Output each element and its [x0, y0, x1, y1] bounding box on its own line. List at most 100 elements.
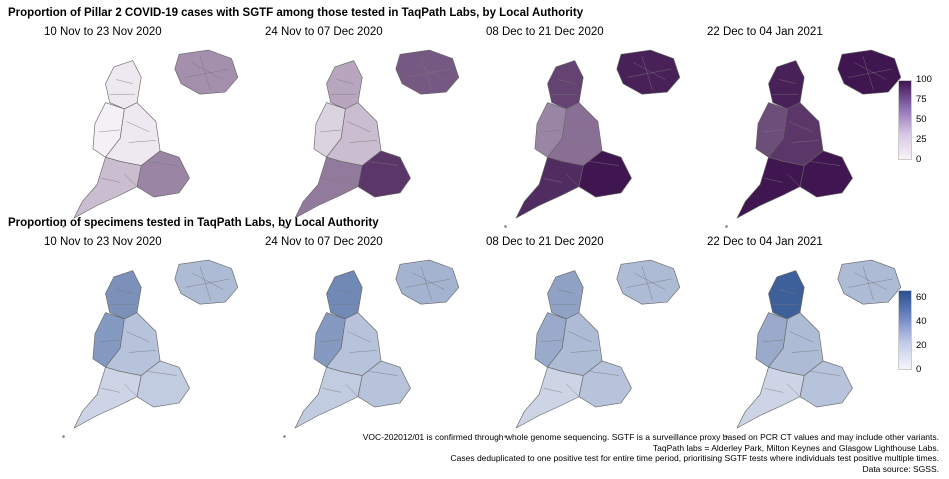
- bottom-map-panel-3: 08 Dec to 21 Dec 2020: [450, 236, 681, 438]
- isles-of-scilly: [283, 435, 286, 438]
- southeast-region: [799, 150, 853, 198]
- la-boundary: [541, 129, 563, 133]
- la-boundary: [791, 350, 819, 353]
- la-boundary: [641, 56, 653, 91]
- la-boundary: [406, 278, 451, 288]
- north-region: [326, 60, 363, 110]
- la-boundary: [420, 56, 432, 91]
- panel-title: 08 Dec to 21 Dec 2020: [486, 236, 604, 248]
- la-boundary: [570, 140, 598, 143]
- la-boundary: [589, 161, 619, 166]
- la-boundary: [126, 121, 150, 133]
- inset-london-region: [174, 49, 239, 95]
- la-boundary: [185, 68, 230, 78]
- la-boundary: [406, 68, 451, 78]
- bottom-legend-colorbar: [898, 290, 912, 370]
- la-boundary: [349, 140, 377, 143]
- footnote-line: Cases deduplicated to one positive test …: [450, 453, 939, 463]
- la-boundary: [412, 62, 445, 80]
- inset-london-region: [837, 259, 902, 305]
- isles-of-scilly: [725, 225, 728, 228]
- inset-london-region: [616, 49, 681, 95]
- la-boundary: [128, 350, 156, 353]
- la-boundary: [566, 173, 582, 189]
- la-boundary: [854, 62, 887, 80]
- southwest-region: [294, 366, 363, 429]
- la-boundary: [854, 272, 887, 290]
- la-boundary: [347, 121, 371, 133]
- inset-london-region: [395, 49, 460, 95]
- southeast-region: [578, 360, 632, 408]
- isles-of-scilly: [62, 225, 65, 228]
- legend-tick-label: 0: [916, 154, 922, 165]
- la-boundary: [641, 266, 653, 301]
- la-boundary: [787, 173, 803, 189]
- la-boundary: [862, 266, 874, 301]
- la-boundary: [848, 278, 893, 288]
- panel-title: 22 Dec to 04 Jan 2021: [707, 26, 823, 38]
- southeast-region: [357, 150, 411, 198]
- la-boundary: [199, 56, 211, 91]
- la-boundary: [322, 387, 342, 393]
- la-boundary: [764, 387, 784, 393]
- la-boundary: [589, 371, 619, 376]
- la-boundary: [124, 383, 140, 399]
- legend-tick-label: 20: [916, 340, 927, 351]
- legend-tick-label: 60: [916, 292, 927, 303]
- la-boundary: [124, 173, 140, 189]
- footnote-line: VOC-202012/01 is confirmed through whole…: [362, 432, 939, 442]
- la-boundary: [566, 383, 582, 399]
- la-boundary: [810, 161, 840, 166]
- la-boundary: [557, 289, 575, 294]
- legend-tick-label: 40: [916, 316, 927, 327]
- la-boundary: [543, 177, 563, 183]
- southwest-region: [736, 156, 805, 219]
- la-boundary: [787, 383, 803, 399]
- southwest-region: [515, 156, 584, 219]
- legend-tick-label: 25: [916, 134, 927, 145]
- la-boundary: [99, 129, 121, 133]
- southwest-region: [736, 366, 805, 429]
- la-boundary: [191, 272, 224, 290]
- la-boundary: [848, 68, 893, 78]
- la-boundary: [147, 371, 177, 376]
- top-legend: 100 75 50 25 0: [898, 75, 949, 180]
- legend-tick-label: 100: [916, 74, 932, 85]
- la-boundary: [570, 350, 598, 353]
- la-boundary: [101, 387, 121, 393]
- north-region: [105, 270, 142, 320]
- england-choropleth-map: [283, 259, 460, 438]
- england-choropleth-map: [725, 259, 902, 438]
- england-choropleth-map: [504, 49, 681, 228]
- bottom-section-title: Proportion of specimens tested in TaqPat…: [8, 217, 379, 229]
- legend-tick-label: 75: [916, 94, 927, 105]
- la-boundary: [764, 177, 784, 183]
- panel-title: 10 Nov to 23 Nov 2020: [44, 236, 162, 248]
- la-boundary: [99, 339, 121, 343]
- southeast-region: [136, 150, 190, 198]
- top-section-title: Proportion of Pillar 2 COVID-19 cases wi…: [8, 7, 584, 19]
- north-region: [547, 270, 584, 320]
- southwest-region: [73, 156, 142, 219]
- la-boundary: [633, 272, 666, 290]
- legend-tick-label: 0: [916, 364, 922, 375]
- panel-title: 22 Dec to 04 Jan 2021: [707, 236, 823, 248]
- la-boundary: [368, 371, 398, 376]
- la-boundary: [862, 56, 874, 91]
- la-boundary: [568, 331, 592, 343]
- la-boundary: [336, 79, 354, 84]
- la-boundary: [347, 331, 371, 343]
- la-boundary: [789, 331, 813, 343]
- la-boundary: [412, 272, 445, 290]
- la-boundary: [199, 266, 211, 301]
- la-boundary: [147, 161, 177, 166]
- england-choropleth-map: [725, 49, 902, 228]
- top-map-panel-1: 10 Nov to 23 Nov 2020: [8, 26, 239, 228]
- la-boundary: [633, 62, 666, 80]
- la-boundary: [349, 350, 377, 353]
- england-choropleth-map: [62, 259, 239, 438]
- footnotes: VOC-202012/01 is confirmed through whole…: [363, 432, 939, 474]
- la-boundary: [322, 177, 342, 183]
- la-boundary: [789, 121, 813, 133]
- la-boundary: [778, 289, 796, 294]
